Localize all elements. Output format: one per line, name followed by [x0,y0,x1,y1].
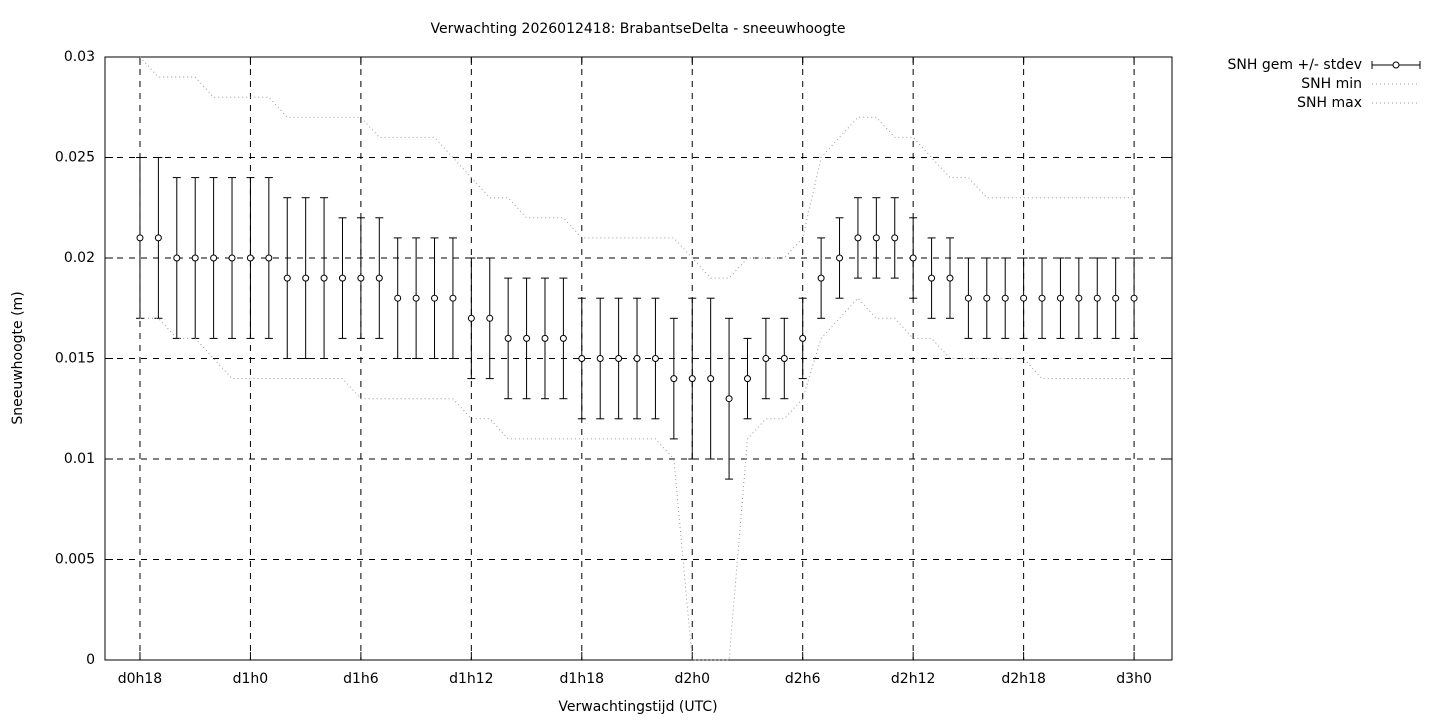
mean-point [817,274,825,282]
legend-sample [1392,61,1400,69]
mean-point [578,355,586,362]
mean-point [1001,294,1009,302]
legend-label: SNH min [1301,76,1362,92]
y-tick-label: 0.025 [55,150,95,166]
mean-point [651,355,659,362]
mean-point [320,274,328,282]
mean-point [983,294,991,302]
mean-point [725,395,733,403]
mean-point [964,294,972,302]
mean-point [431,294,439,302]
mean-point [173,254,181,262]
mean-point [559,334,567,342]
mean-point [1093,294,1101,302]
mean-point [136,234,144,242]
x-tick-label: d1h6 [343,671,379,687]
mean-point [191,254,199,262]
mean-point [302,274,310,282]
mean-point [541,334,549,342]
y-tick-label: 0.015 [55,351,95,367]
x-tick-label: d1h0 [233,671,269,687]
mean-point [928,274,936,282]
mean-point [836,254,844,262]
mean-point [246,254,254,262]
mean-point [688,375,696,383]
x-tick-label: d2h6 [785,671,821,687]
mean-point [154,234,162,242]
mean-point [338,274,346,282]
x-tick-label: d2h18 [1001,671,1045,687]
x-tick-label: d2h12 [891,671,935,687]
mean-point [633,355,641,362]
mean-point [283,274,291,282]
mean-point [1130,294,1138,302]
x-tick-label: d3h0 [1116,671,1152,687]
mean-point [449,294,457,302]
mean-point [596,355,604,362]
mean-point [228,254,236,262]
x-tick-label: d0h18 [118,671,162,687]
mean-point [615,355,623,362]
x-tick-label: d2h0 [674,671,710,687]
mean-point [1075,294,1083,302]
mean-point [394,294,402,302]
y-tick-label: 0.03 [64,49,95,65]
y-tick-label: 0.02 [64,250,95,266]
x-axis-label: Verwachtingstijd (UTC) [558,699,717,715]
x-tick-label: d1h12 [449,671,493,687]
mean-point [357,274,365,282]
mean-point [265,254,273,262]
mean-point [891,234,899,242]
mean-point [909,254,917,262]
mean-point [1038,294,1046,302]
mean-point [780,355,788,362]
y-tick-label: 0.01 [64,451,95,467]
mean-point [670,375,678,383]
mean-point [762,355,770,362]
y-tick-label: 0.005 [55,552,95,568]
mean-point [1020,294,1028,302]
mean-point [467,314,475,322]
x-tick-label: d1h18 [560,671,604,687]
chart-title: Verwachting 2026012418: BrabantseDelta -… [431,21,846,37]
legend-label: SNH gem +/- stdev [1228,57,1362,73]
mean-point [486,314,494,322]
mean-point [707,375,715,383]
mean-point [872,234,880,242]
mean-point [412,294,420,302]
mean-point [1056,294,1064,302]
mean-point [375,274,383,282]
mean-point [854,234,862,242]
mean-point [210,254,218,262]
y-tick-label: 0 [86,652,95,668]
mean-point [1112,294,1120,302]
plot-border [104,56,1173,661]
mean-point [523,334,531,342]
mean-point [743,375,751,383]
mean-point [946,274,954,282]
y-axis-label: Sneeuwhoogte (m) [10,291,26,424]
mean-point [504,334,512,342]
mean-point [799,334,807,342]
range-line [139,56,1135,279]
range-line [139,297,1135,661]
legend-label: SNH max [1297,95,1362,111]
